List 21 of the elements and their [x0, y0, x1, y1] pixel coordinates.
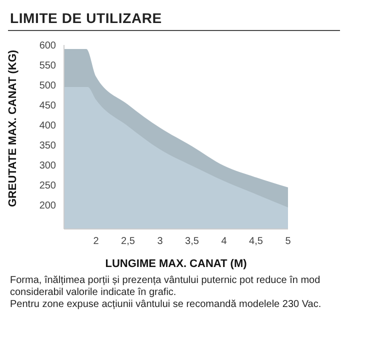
x-tick-label: 4 — [221, 236, 228, 248]
y-tick-label: 250 — [39, 180, 56, 192]
x-tick-label: 2 — [93, 236, 100, 248]
y-tick-label: 200 — [39, 200, 56, 212]
x-tick-label: 2,5 — [121, 236, 136, 248]
chart-title: LIMITE DE UTILIZARE — [8, 8, 340, 31]
text: Pentru zone expuse acțiunii vântului se recomandă modelele 230 Vac. — [10, 299, 322, 311]
x-tick-label: 4,5 — [249, 236, 264, 248]
text: Forma, înălțimea porții și prezența vântului puternic pot reduce în mod considerabil valorile indicate în grafic. — [10, 275, 322, 299]
y-tick-label: 300 — [39, 160, 56, 172]
y-axis-title: GREUTATE MAX. CANAT (KG) — [6, 50, 19, 207]
y-tick-label: 400 — [39, 120, 56, 132]
x-tick-label: 3,5 — [185, 236, 200, 248]
x-axis-title: LUNGIME MAX. CANAT (M) — [105, 258, 248, 270]
y-tick-label: 550 — [39, 60, 56, 72]
y-tick-label: 450 — [39, 100, 56, 112]
y-tick-label: 600 — [39, 40, 56, 52]
x-tick-label: 5 — [285, 236, 292, 248]
y-tick-label: 350 — [39, 140, 56, 152]
y-tick-label: 500 — [39, 80, 56, 92]
x-tick-label: 3 — [157, 236, 164, 248]
